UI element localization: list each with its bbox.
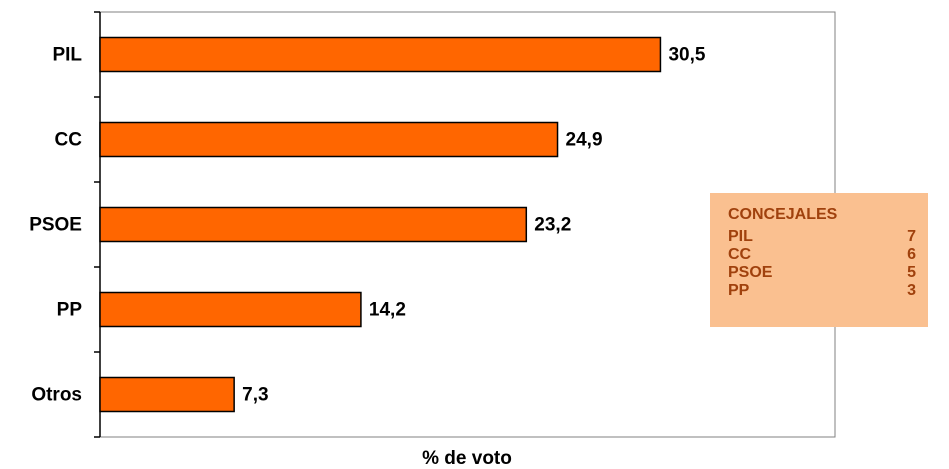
- annotation-title: CONCEJALES: [728, 206, 838, 223]
- annotation-value: 3: [907, 282, 916, 299]
- bar: [99, 121, 559, 158]
- bar: [99, 376, 235, 413]
- annotation-value: 7: [907, 228, 916, 245]
- value-label: 30,5: [668, 45, 705, 66]
- annotation-label: PIL: [728, 228, 753, 245]
- bar: [99, 206, 528, 243]
- value-label: 23,2: [534, 215, 571, 236]
- annotation-label: PP: [728, 282, 750, 299]
- value-label: 7,3: [242, 385, 268, 406]
- y-tick-label: CC: [55, 130, 83, 151]
- x-axis-label: % de voto: [422, 448, 512, 469]
- y-tick-label: PP: [57, 300, 83, 321]
- annotation-label: CC: [728, 246, 752, 263]
- annotation-value: 6: [907, 246, 916, 263]
- y-tick-label: PSOE: [29, 215, 82, 236]
- annotation-box: [710, 193, 928, 327]
- value-label: 14,2: [369, 300, 406, 321]
- y-tick-label: Otros: [31, 385, 82, 406]
- bar: [99, 291, 362, 328]
- value-label: 24,9: [566, 130, 603, 151]
- bar: [99, 36, 662, 73]
- y-tick-label: PIL: [52, 45, 82, 66]
- annotation-label: PSOE: [728, 264, 773, 281]
- annotation-value: 5: [907, 264, 916, 281]
